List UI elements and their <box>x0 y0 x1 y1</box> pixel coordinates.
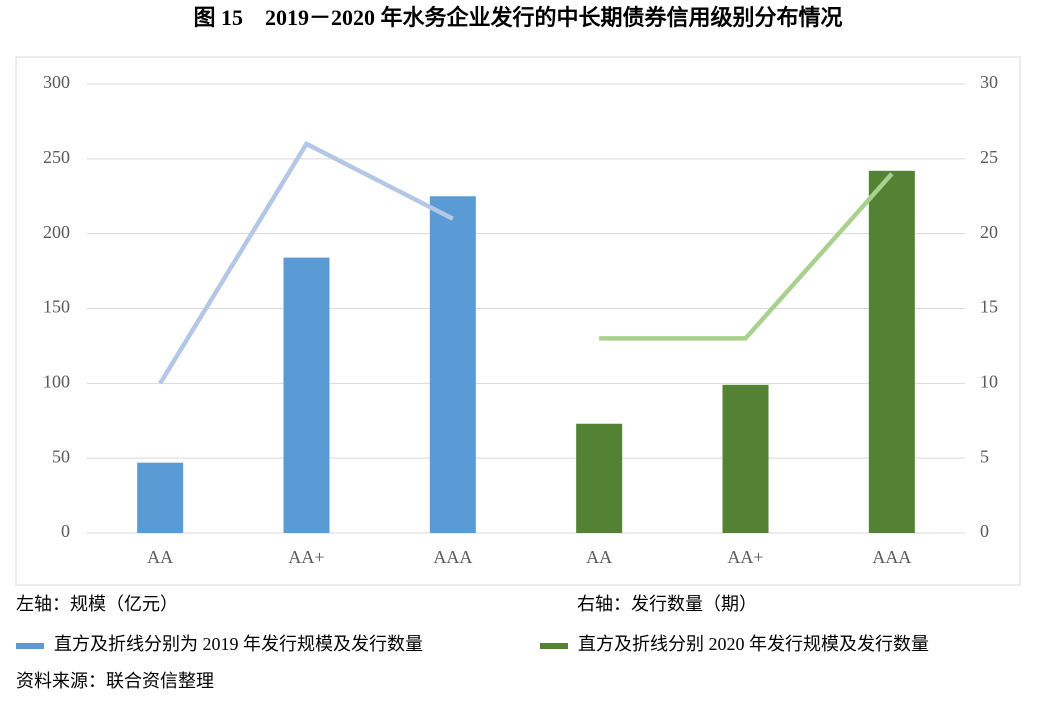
legend-swatch <box>16 643 44 649</box>
y2-tick-label: 20 <box>980 222 998 242</box>
source-note: 资料来源：联合资信整理 <box>16 671 214 691</box>
left-axis-note: 左轴：规模（亿元） <box>16 594 178 614</box>
y-tick-label: 50 <box>52 446 70 466</box>
x-tick-label: AAA <box>872 547 911 567</box>
right-axis-note: 右轴：发行数量（期） <box>577 594 757 614</box>
y-tick-label: 100 <box>43 371 70 391</box>
y2-tick-label: 0 <box>980 521 989 541</box>
x-tick-label: AA+ <box>727 547 763 567</box>
y-tick-label: 250 <box>43 147 70 167</box>
y2-tick-label: 25 <box>980 147 998 167</box>
bar <box>868 170 915 533</box>
bar <box>429 196 476 533</box>
line <box>599 172 894 341</box>
line <box>158 140 454 385</box>
x-tick-label: AAA <box>433 547 472 567</box>
bar <box>722 384 769 533</box>
y-tick-label: 150 <box>43 297 70 317</box>
y-tick-label: 0 <box>61 521 70 541</box>
bar <box>283 257 330 533</box>
legend-label: 直方及折线分别 2020 年发行规模及发行数量 <box>578 634 929 654</box>
y2-tick-label: 30 <box>980 72 998 92</box>
chart-frame <box>15 56 1021 586</box>
legend-label: 直方及折线分别为 2019 年发行规模及发行数量 <box>54 634 423 654</box>
y-tick-label: 300 <box>43 72 70 92</box>
chart-title: 图 15 2019－2020 年水务企业发行的中长期债券信用级别分布情况 <box>193 5 842 30</box>
y2-tick-label: 15 <box>980 297 998 317</box>
x-tick-label: AA <box>147 547 173 567</box>
x-tick-label: AA+ <box>288 547 324 567</box>
legend-swatch <box>540 643 568 649</box>
bar <box>576 423 623 533</box>
y-tick-label: 200 <box>43 222 70 242</box>
y2-tick-label: 5 <box>980 446 989 466</box>
x-tick-label: AA <box>586 547 612 567</box>
y2-tick-label: 10 <box>980 371 998 391</box>
bar <box>137 462 184 533</box>
